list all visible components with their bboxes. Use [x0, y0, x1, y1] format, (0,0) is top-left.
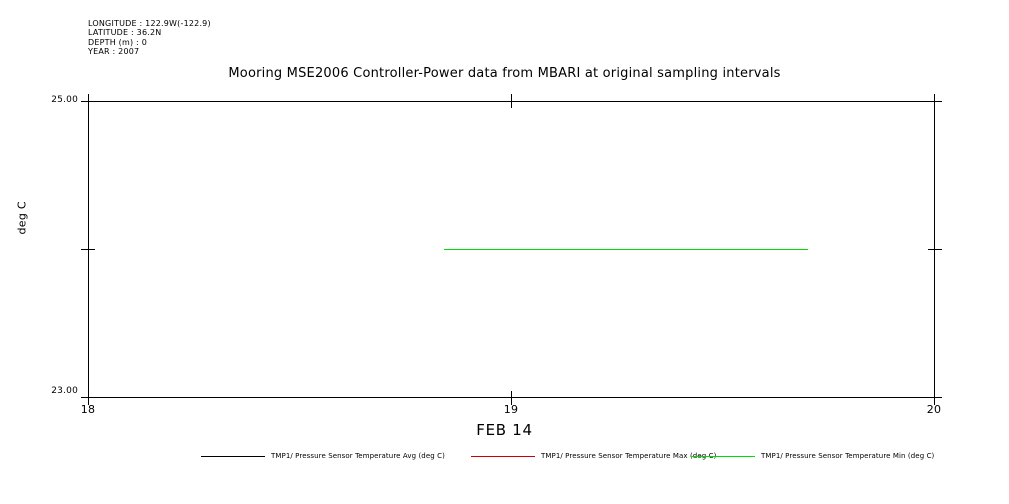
metadata-longitude: LONGITUDE : 122.9W(-122.9) — [88, 19, 211, 28]
x-axis-label-19: 19 — [503, 403, 519, 416]
x-axis-label-18: 18 — [80, 403, 96, 416]
legend-label-min: TMP1/ Pressure Sensor Temperature Min (d… — [761, 452, 935, 460]
legend-label-max: TMP1/ Pressure Sensor Temperature Max (d… — [541, 452, 717, 460]
x-axis-label-20: 20 — [926, 403, 942, 416]
metadata-latitude: LATITUDE : 36.2N — [88, 28, 162, 38]
y-axis-label-top: 25.00 — [51, 95, 78, 105]
y-tick-right-top — [928, 101, 942, 102]
y-tick-right-mid — [928, 249, 942, 250]
metadata-depth: DEPTH (m) : 0 — [88, 37, 147, 47]
legend-swatch-min — [691, 456, 755, 457]
chart-legend: TMP1/ Pressure Sensor Temperature Avg (d… — [0, 450, 1009, 466]
y-tick-right-bottom — [928, 397, 942, 398]
x-tick-top-20 — [934, 94, 935, 108]
metadata-year: YEAR : 2007 — [88, 46, 140, 56]
legend-swatch-avg — [201, 456, 265, 457]
y-axis-title: deg C — [15, 201, 29, 235]
legend-swatch-max — [471, 456, 535, 457]
x-tick-top-19 — [511, 94, 512, 108]
x-tick-top-18 — [88, 94, 89, 108]
series-line-min — [444, 249, 808, 250]
x-tick-18 — [88, 391, 89, 405]
x-axis-title: FEB 14 — [476, 421, 533, 439]
chart-title: Mooring MSE2006 Controller-Power data fr… — [228, 66, 781, 81]
x-tick-19 — [511, 391, 512, 405]
y-axis-label-bottom: 23.00 — [51, 386, 78, 396]
legend-label-avg: TMP1/ Pressure Sensor Temperature Avg (d… — [271, 452, 445, 460]
station-metadata: LONGITUDE : 122.9W(-122.9) LATITUDE : 36… — [88, 19, 211, 56]
x-tick-20 — [934, 391, 935, 405]
